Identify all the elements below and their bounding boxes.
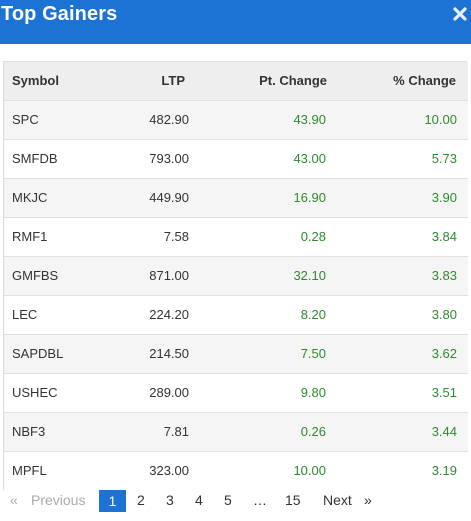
- symbol-cell: SPC: [12, 112, 39, 127]
- ltp-cell: 323.00: [149, 463, 189, 479]
- symbol-cell: MPFL: [12, 463, 47, 479]
- pct-change-cell: 3.62: [431, 346, 457, 361]
- previous-arrow: «: [10, 492, 18, 508]
- modal-title: Top Gainers: [1, 3, 118, 25]
- modal-header: Top Gainers: [0, 0, 471, 44]
- pt-change-cell: 43.00: [293, 151, 326, 166]
- table-row[interactable]: LEC 224.20 8.20 3.80: [4, 295, 468, 334]
- symbol-cell: RMF1: [12, 229, 48, 244]
- gainers-table: Symbol LTP Pt. Change % Change SPC 482.90…: [3, 61, 468, 490]
- pct-change-cell: 3.84: [431, 229, 457, 244]
- table-row[interactable]: MPFL 323.00 10.00 3.19: [4, 451, 468, 490]
- ltp-cell: 7.81: [163, 424, 189, 439]
- table-row[interactable]: SPC 482.90 43.90 10.00: [4, 100, 468, 139]
- page-ellipsis: …: [253, 492, 267, 508]
- pt-change-cell: 32.10: [293, 268, 326, 283]
- pt-change-cell: 10.00: [293, 463, 326, 479]
- close-icon[interactable]: [452, 6, 468, 22]
- page-button-3[interactable]: 3: [166, 492, 174, 508]
- page-button-4[interactable]: 4: [195, 492, 203, 508]
- pt-change-cell: 43.90: [293, 112, 326, 127]
- table-header-row: Symbol LTP Pt. Change % Change: [4, 62, 468, 100]
- ltp-cell: 224.20: [149, 307, 189, 322]
- ltp-cell: 7.58: [163, 229, 189, 244]
- table-row[interactable]: RMF1 7.58 0.28 3.84: [4, 217, 468, 256]
- pct-change-cell: 5.73: [431, 151, 457, 166]
- symbol-cell: USHEC: [12, 385, 58, 400]
- pct-change-cell: 3.44: [431, 424, 457, 439]
- symbol-cell: MKJC: [12, 190, 48, 205]
- previous-button: Previous: [31, 492, 86, 508]
- ltp-cell: 482.90: [149, 112, 189, 127]
- pt-change-cell: 16.90: [293, 190, 326, 205]
- next-arrow[interactable]: »: [364, 492, 372, 508]
- table-row[interactable]: GMFBS 871.00 32.10 3.83: [4, 256, 468, 295]
- ltp-cell: 214.50: [149, 346, 189, 361]
- ltp-cell: 289.00: [149, 385, 189, 400]
- ltp-cell: 871.00: [149, 268, 189, 283]
- column-header-symbol[interactable]: Symbol: [12, 73, 59, 89]
- column-header-pct-change[interactable]: % Change: [393, 73, 456, 89]
- symbol-cell: SAPDBL: [12, 346, 64, 361]
- table-row[interactable]: SMFDB 793.00 43.00 5.73: [4, 139, 468, 178]
- pct-change-cell: 10.00: [424, 112, 457, 127]
- symbol-cell: SMFDB: [12, 151, 58, 166]
- page-button-15[interactable]: 15: [285, 492, 301, 508]
- pt-change-cell: 0.28: [300, 229, 326, 244]
- pt-change-cell: 9.80: [300, 385, 326, 400]
- pt-change-cell: 7.50: [300, 346, 326, 361]
- ltp-cell: 449.90: [149, 190, 189, 205]
- pct-change-cell: 3.19: [431, 463, 457, 479]
- column-header-pt-change[interactable]: Pt. Change: [259, 73, 327, 89]
- next-button[interactable]: Next: [323, 492, 352, 508]
- pct-change-cell: 3.80: [431, 307, 457, 322]
- pagination: « Previous 1 2 3 4 5 … 15 Next »: [0, 488, 471, 514]
- pct-change-cell: 3.90: [431, 190, 457, 205]
- page-button-1[interactable]: 1: [99, 490, 126, 512]
- table-row[interactable]: USHEC 289.00 9.80 3.51: [4, 373, 468, 412]
- symbol-cell: LEC: [12, 307, 38, 322]
- table-row[interactable]: NBF3 7.81 0.26 3.44: [4, 412, 468, 451]
- pt-change-cell: 8.20: [300, 307, 326, 322]
- pct-change-cell: 3.51: [431, 385, 457, 400]
- pt-change-cell: 0.26: [300, 424, 326, 439]
- page-button-2[interactable]: 2: [137, 492, 145, 508]
- pct-change-cell: 3.83: [431, 268, 457, 283]
- symbol-cell: GMFBS: [12, 268, 59, 283]
- page-button-5[interactable]: 5: [224, 492, 232, 508]
- symbol-cell: NBF3: [12, 424, 46, 439]
- column-header-ltp[interactable]: LTP: [161, 73, 185, 89]
- ltp-cell: 793.00: [149, 151, 189, 166]
- table-row[interactable]: MKJC 449.90 16.90 3.90: [4, 178, 468, 217]
- table-row[interactable]: SAPDBL 214.50 7.50 3.62: [4, 334, 468, 373]
